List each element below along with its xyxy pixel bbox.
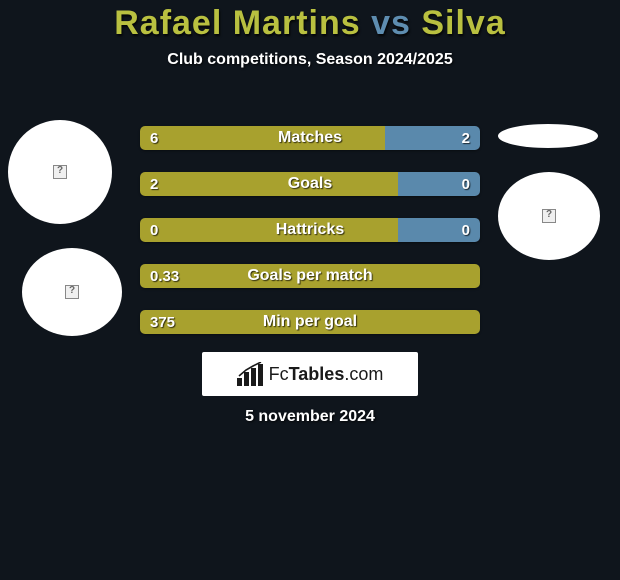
stat-row: 00Hattricks: [140, 218, 480, 242]
player-right-marker: [498, 124, 598, 148]
title-player-left: Rafael Martins: [114, 4, 360, 42]
stat-row: 20Goals: [140, 172, 480, 196]
logo-chart-icon: [237, 362, 265, 386]
stat-left-segment: 6: [140, 126, 385, 150]
logo-text: FcTables.com: [269, 364, 384, 385]
image-placeholder-icon: [542, 209, 556, 223]
stat-right-value: 2: [462, 130, 470, 147]
stat-right-segment: 2: [385, 126, 480, 150]
stat-left-segment: 375: [140, 310, 480, 334]
stat-bars: 62Matches20Goals00Hattricks0.33Goals per…: [140, 126, 480, 356]
right-player-badges: [498, 124, 618, 260]
date-line: 5 november 2024: [0, 408, 620, 426]
player-left-photo-placeholder: [8, 120, 112, 224]
header: Rafael Martins vs Silva Club competition…: [0, 0, 620, 69]
stat-right-value: 0: [462, 222, 470, 239]
stat-left-segment: 0: [140, 218, 398, 242]
stat-left-value: 0: [150, 222, 158, 239]
logo-suffix: .com: [344, 364, 383, 384]
logo-prefix: Fc: [269, 364, 289, 384]
stat-row: 0.33Goals per match: [140, 264, 480, 288]
stat-left-value: 6: [150, 130, 158, 147]
stat-left-segment: 0.33: [140, 264, 480, 288]
stat-right-segment: 0: [398, 218, 480, 242]
stat-left-value: 375: [150, 314, 175, 331]
stat-right-value: 0: [462, 176, 470, 193]
stat-row: 62Matches: [140, 126, 480, 150]
title-player-right: Silva: [421, 4, 505, 42]
subtitle: Club competitions, Season 2024/2025: [0, 51, 620, 69]
stat-left-segment: 2: [140, 172, 398, 196]
stat-row: 375Min per goal: [140, 310, 480, 334]
image-placeholder-icon: [65, 285, 79, 299]
title-vs: vs: [361, 4, 422, 42]
stat-right-segment: 0: [398, 172, 480, 196]
player-right-photo-placeholder: [498, 172, 600, 260]
page-title: Rafael Martins vs Silva: [0, 4, 620, 43]
comparison-infographic: Rafael Martins vs Silva Club competition…: [0, 0, 620, 580]
club-left-logo-placeholder: [22, 248, 122, 336]
stat-left-value: 0.33: [150, 268, 179, 285]
fctables-logo: FcTables.com: [202, 352, 418, 396]
stat-left-value: 2: [150, 176, 158, 193]
image-placeholder-icon: [53, 165, 67, 179]
logo-bold: Tables: [289, 364, 345, 384]
left-player-badges: [4, 120, 124, 336]
